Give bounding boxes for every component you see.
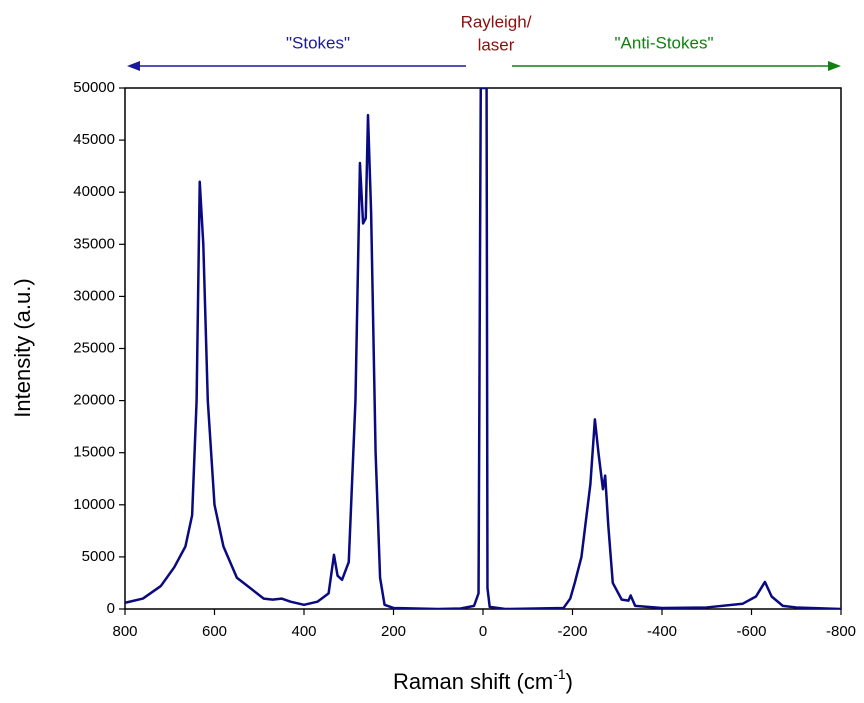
arrow-head bbox=[127, 61, 140, 71]
annotation: "Anti-Stokes" bbox=[615, 33, 714, 52]
y-tick-label: 0 bbox=[107, 600, 115, 617]
x-tick-label: -200 bbox=[557, 623, 587, 640]
x-axis-label: Raman shift (cm-1) bbox=[393, 666, 573, 694]
x-tick-label: 0 bbox=[479, 623, 487, 640]
spectrum-line bbox=[125, 88, 841, 609]
x-tick-label: -600 bbox=[736, 623, 766, 640]
y-tick-label: 25000 bbox=[73, 339, 115, 356]
x-label-text: ) bbox=[566, 669, 573, 694]
x-tick-label: 600 bbox=[202, 623, 227, 640]
annotation: "Stokes" bbox=[286, 33, 350, 52]
x-tick-label: 400 bbox=[291, 623, 316, 640]
plot-frame bbox=[124, 87, 842, 610]
y-tick-label: 45000 bbox=[73, 131, 115, 148]
annotations: "Stokes" Rayleigh/ laser "Anti-Stokes" bbox=[127, 12, 841, 71]
y-tick-label: 35000 bbox=[73, 235, 115, 252]
annotation: Rayleigh/ bbox=[461, 12, 532, 31]
y-tick-label: 15000 bbox=[73, 444, 115, 461]
x-label-text: Raman shift (cm bbox=[393, 669, 553, 694]
x-tick-label: 200 bbox=[381, 623, 406, 640]
y-axis-label: Intensity (a.u.) bbox=[10, 278, 35, 417]
y-tick-label: 50000 bbox=[73, 79, 115, 96]
x-label-sup: -1 bbox=[553, 666, 566, 682]
y-tick-label: 40000 bbox=[73, 183, 115, 200]
annotation: laser bbox=[478, 35, 515, 54]
x-tick-label: -800 bbox=[826, 623, 856, 640]
arrow-head bbox=[828, 61, 841, 71]
x-tick-label: -400 bbox=[647, 623, 677, 640]
x-tick-label: 800 bbox=[112, 623, 137, 640]
y-tick-label: 10000 bbox=[73, 496, 115, 513]
y-tick-label: 30000 bbox=[73, 287, 115, 304]
y-tick-label: 5000 bbox=[82, 548, 115, 565]
y-tick-label: 20000 bbox=[73, 392, 115, 409]
